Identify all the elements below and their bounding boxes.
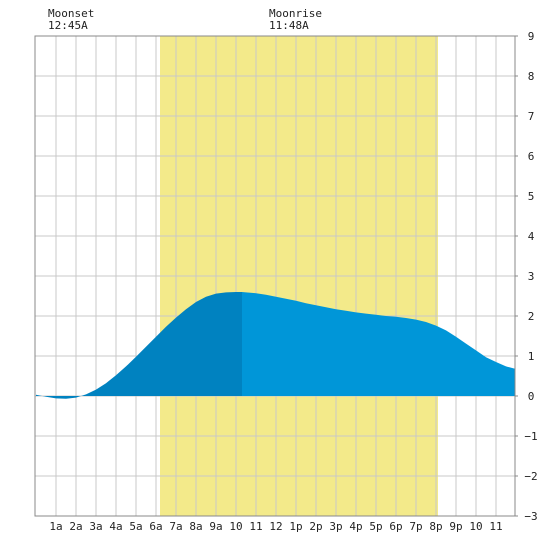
y-tick-label: 9 — [528, 30, 535, 43]
moonset-label: Moonset 12:45A — [48, 8, 94, 32]
x-tick-label: 7p — [409, 520, 422, 533]
y-tick-label: 7 — [528, 110, 535, 123]
x-tick-label: 5a — [129, 520, 142, 533]
moonset-title: Moonset — [48, 7, 95, 20]
x-tick-label: 5p — [369, 520, 382, 533]
moonrise-label: Moonrise 11:48A — [269, 8, 322, 32]
y-tick-label: 0 — [528, 390, 535, 403]
x-tick-label: 2a — [69, 520, 82, 533]
x-tick-label: 9p — [449, 520, 462, 533]
x-tick-label: 6p — [389, 520, 402, 533]
x-tick-label: 3p — [329, 520, 342, 533]
plot-frame — [34, 35, 516, 517]
x-tick-label: 8a — [189, 520, 202, 533]
y-tick-label: 1 — [528, 350, 535, 363]
y-tick-label: 2 — [528, 310, 535, 323]
x-tick-label: 12 — [269, 520, 282, 533]
y-tick-label: 5 — [528, 190, 535, 203]
x-tick-label: 1p — [289, 520, 302, 533]
tide-area-future — [242, 292, 515, 396]
x-tick-label: 10 — [469, 520, 482, 533]
x-tick-label: 2p — [309, 520, 322, 533]
y-tick-label: −2 — [524, 470, 537, 483]
x-tick-label: 4a — [109, 520, 122, 533]
x-tick-label: 6a — [149, 520, 162, 533]
x-tick-label: 10 — [229, 520, 242, 533]
y-tick-label: 4 — [528, 230, 535, 243]
y-tick-label: 6 — [528, 150, 535, 163]
x-tick-label: 3a — [89, 520, 102, 533]
moonset-time: 12:45A — [48, 19, 88, 32]
y-tick-label: 3 — [528, 270, 535, 283]
x-tick-label: 8p — [429, 520, 442, 533]
x-tick-label: 11 — [489, 520, 502, 533]
y-tick-label: 8 — [528, 70, 535, 83]
tide-area-past — [36, 292, 242, 399]
x-tick-label: 4p — [349, 520, 362, 533]
x-tick-label: 7a — [169, 520, 182, 533]
moonrise-title: Moonrise — [269, 7, 322, 20]
y-tick-label: −1 — [524, 430, 537, 443]
x-tick-label: 11 — [249, 520, 262, 533]
x-tick-label: 1a — [49, 520, 62, 533]
x-tick-label: 9a — [209, 520, 222, 533]
y-tick-label: −3 — [524, 510, 537, 523]
moonrise-time: 11:48A — [269, 19, 309, 32]
